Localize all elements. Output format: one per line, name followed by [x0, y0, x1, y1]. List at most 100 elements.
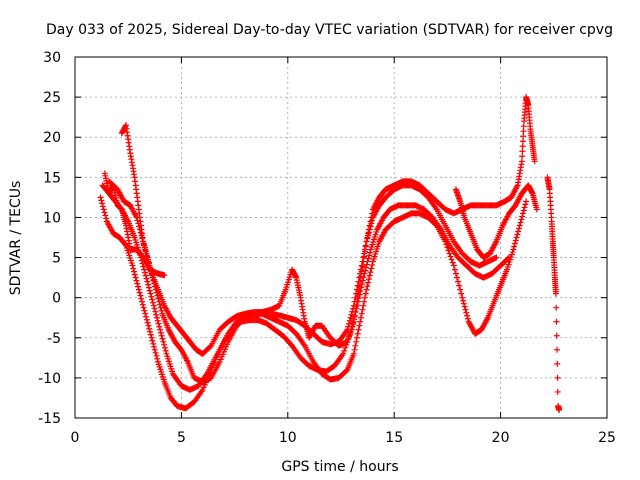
data-point	[142, 272, 149, 279]
data-point	[147, 290, 154, 297]
data-point	[134, 217, 141, 224]
data-point	[361, 248, 368, 255]
data-point	[143, 275, 150, 282]
data-point	[340, 350, 347, 357]
data-point	[360, 258, 367, 265]
y-tick-label: 15	[43, 170, 61, 186]
x-tick-label: 25	[598, 430, 616, 446]
data-point	[153, 314, 160, 321]
data-point	[356, 322, 363, 329]
data-point	[464, 312, 471, 319]
series-track-5	[101, 170, 168, 279]
data-point	[359, 306, 366, 313]
y-tick-label: -10	[38, 371, 61, 387]
data-point	[153, 311, 160, 318]
data-point	[452, 270, 459, 277]
data-point	[147, 331, 154, 338]
y-tick-label: 0	[52, 291, 61, 307]
x-tick-label: 15	[385, 430, 403, 446]
data-point	[357, 314, 364, 321]
data-point	[357, 278, 364, 285]
y-tick-label: -15	[38, 411, 61, 427]
data-point	[493, 254, 500, 261]
data-point	[154, 317, 161, 324]
data-point	[362, 267, 369, 274]
y-tick-labels: -15 -10 -5 0 5 10 15 20 25 30	[38, 50, 61, 427]
data-point	[353, 298, 360, 305]
y-tick-label: 25	[43, 90, 61, 106]
data-point	[151, 305, 158, 312]
data-points	[97, 94, 563, 413]
data-point	[160, 338, 167, 345]
data-point	[161, 272, 168, 279]
data-point	[368, 265, 375, 272]
data-point	[353, 338, 360, 345]
data-point	[138, 295, 145, 302]
data-point	[359, 277, 366, 284]
data-point	[348, 311, 355, 318]
data-point	[510, 246, 517, 253]
data-point	[347, 314, 354, 321]
data-point	[149, 296, 156, 303]
data-point	[148, 293, 155, 300]
data-point	[342, 344, 349, 351]
data-point	[511, 243, 518, 250]
data-point	[367, 269, 374, 276]
data-point	[358, 262, 365, 269]
data-point	[102, 212, 109, 219]
data-point	[512, 237, 519, 244]
data-point	[364, 234, 371, 241]
data-point	[462, 306, 469, 313]
data-point	[363, 286, 370, 293]
data-point	[516, 222, 523, 229]
data-point	[137, 292, 144, 299]
data-point	[158, 307, 165, 314]
data-point	[157, 326, 164, 333]
data-point	[449, 259, 456, 266]
data-point	[367, 223, 374, 230]
data-point	[359, 263, 366, 270]
data-point	[99, 203, 106, 210]
data-point	[353, 334, 360, 341]
data-point	[458, 290, 465, 297]
data-point	[519, 143, 526, 150]
series-track-7	[544, 174, 563, 413]
data-point	[517, 219, 524, 226]
data-point	[363, 238, 370, 245]
data-point	[553, 332, 560, 339]
data-point	[155, 320, 162, 327]
data-point	[143, 313, 150, 320]
data-point	[346, 317, 353, 324]
data-point	[365, 230, 372, 237]
data-point	[518, 158, 525, 165]
x-tick-label: 10	[279, 430, 297, 446]
data-point	[139, 301, 146, 308]
data-point	[365, 226, 372, 233]
y-tick-label: -5	[47, 331, 61, 347]
data-point	[460, 300, 467, 307]
data-point	[139, 298, 146, 305]
data-point	[352, 342, 359, 349]
data-point	[153, 352, 160, 359]
data-point	[145, 322, 152, 329]
data-point	[97, 194, 104, 201]
axis-ticks	[74, 56, 608, 419]
data-point	[366, 252, 373, 259]
data-point	[146, 325, 153, 332]
data-point	[351, 346, 358, 353]
data-point	[459, 294, 466, 301]
data-point	[357, 273, 364, 280]
data-point	[514, 231, 521, 238]
data-point	[520, 123, 527, 130]
data-point	[363, 261, 370, 268]
data-point	[519, 210, 526, 217]
data-point	[349, 305, 356, 312]
data-point	[518, 216, 525, 223]
data-point	[148, 334, 155, 341]
data-point	[99, 200, 106, 207]
data-point	[149, 337, 156, 344]
data-point	[357, 318, 364, 325]
data-point	[369, 262, 376, 269]
data-point	[131, 271, 138, 278]
data-point	[505, 255, 512, 262]
